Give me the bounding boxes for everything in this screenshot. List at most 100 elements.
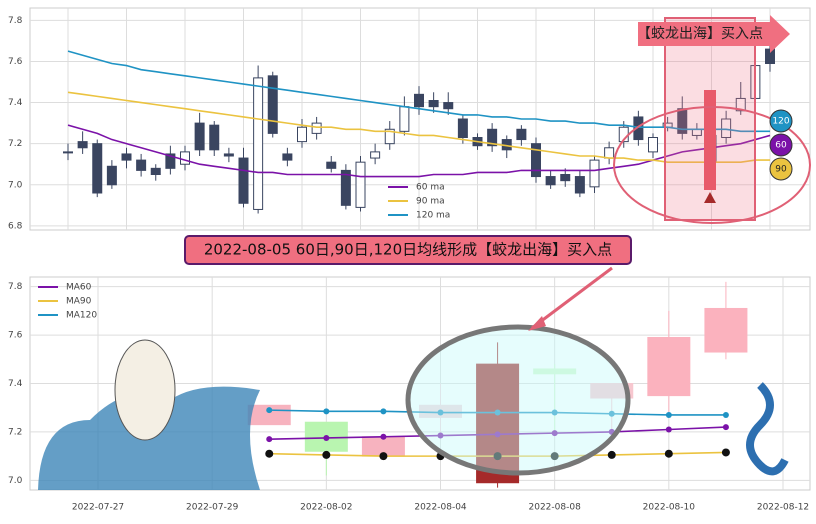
ma-dot [493,452,502,461]
ma-dot [437,432,444,439]
badge [769,109,793,133]
ma-dot [721,448,730,457]
x-tick-label: 2022-08-08 [529,503,582,513]
candle-body [223,153,234,157]
candle-body [121,153,132,161]
ma-dot [551,430,558,437]
ma-dot [664,449,673,458]
ma-dot [665,411,672,418]
dragon [746,382,789,476]
candle-body [92,143,103,194]
badge [769,157,793,181]
candle-body [136,159,147,171]
focus-oval [405,324,631,476]
candle-body [311,122,322,134]
pointer-head [528,316,546,331]
ma-dot [265,449,274,458]
ma-dot [380,433,387,440]
candle-body [282,153,293,161]
x-tick-label: 2022-08-10 [643,503,696,513]
candle-body [428,100,439,108]
y-tick-label: 6.8 [8,221,23,231]
highlight-candle [704,90,716,190]
candle-body [721,118,732,138]
legend-label: 90 ma [416,197,445,207]
candle-body [165,153,176,169]
y-tick-label: 7.4 [8,379,23,389]
y-tick-label: 7.8 [8,282,23,292]
callout-arrow [638,15,790,53]
pointer-arrow [531,266,613,330]
candle-body [355,161,366,208]
legend-label: MA90 [66,297,92,307]
ma-dot [323,408,330,415]
y-tick-label: 7.2 [8,139,22,149]
candle-body [340,169,351,206]
ma-dot [322,450,331,459]
candle-body [414,93,424,108]
ma-dot [380,408,387,415]
badge-label: 90 [775,165,787,175]
ma-dot [722,411,729,418]
y-tick-label: 7.6 [8,331,23,341]
ma-dot [323,434,330,441]
ma-dot [437,409,444,416]
candle-body [457,118,468,138]
legend-label: MA60 [66,283,92,293]
legend-label: 120 ma [416,211,450,221]
candle-body [443,102,454,110]
candle-body [574,176,585,194]
triangle [704,192,716,203]
badge [769,133,793,157]
candle-body [590,383,634,399]
candle-body [516,128,527,141]
candle-body [633,116,644,141]
ma-dot [494,409,501,416]
annotation: 【蛟龙出海】买入点 [637,26,763,42]
y-tick-label: 7.2 [8,427,22,437]
y-tick-label: 7.8 [8,16,23,26]
candle-body [63,151,73,154]
x-tick-label: 2022-08-02 [300,503,352,513]
candle-body [476,363,520,484]
ma-dot [494,431,501,438]
candle-body [150,167,161,175]
y-tick-label: 7.6 [8,57,23,67]
x-tick-label: 2022-08-04 [414,503,467,513]
candle-body [648,137,658,153]
ma-dot [266,407,273,414]
candle-body [209,124,220,151]
candle-body [267,75,278,134]
candle-body [487,128,498,147]
candle-body [238,157,249,204]
x-tick-label: 2022-07-27 [72,503,124,513]
ma-dot [550,452,559,461]
ma-dot [607,450,616,459]
candle-body [531,143,541,178]
ma-dot [551,409,558,416]
ma-dot [266,436,273,443]
dog [114,339,176,441]
candle-body [399,106,410,132]
headline-box [184,235,632,265]
ma-dot [608,410,615,417]
ma-line [67,91,770,163]
candle-body [194,122,205,151]
headline: 2022-08-05 60日,90日,120日均线形成【蛟龙出海】买入点 [204,241,612,259]
x-tick-label: 2022-08-12 [757,503,809,513]
badge-label: 60 [775,141,787,151]
candle-body [253,77,264,210]
ma-dot [379,452,388,461]
candle-body [384,128,395,145]
legend-label: 60 ma [416,183,445,193]
candle-body [647,337,691,397]
ma-line [67,50,770,133]
candle-body [77,141,88,149]
candle-body [589,159,600,188]
candle-body [180,151,190,165]
legend-label: MA120 [66,311,97,321]
candle-body [106,165,117,186]
y-tick-label: 7.0 [8,180,23,190]
highlight-oval [613,106,811,224]
